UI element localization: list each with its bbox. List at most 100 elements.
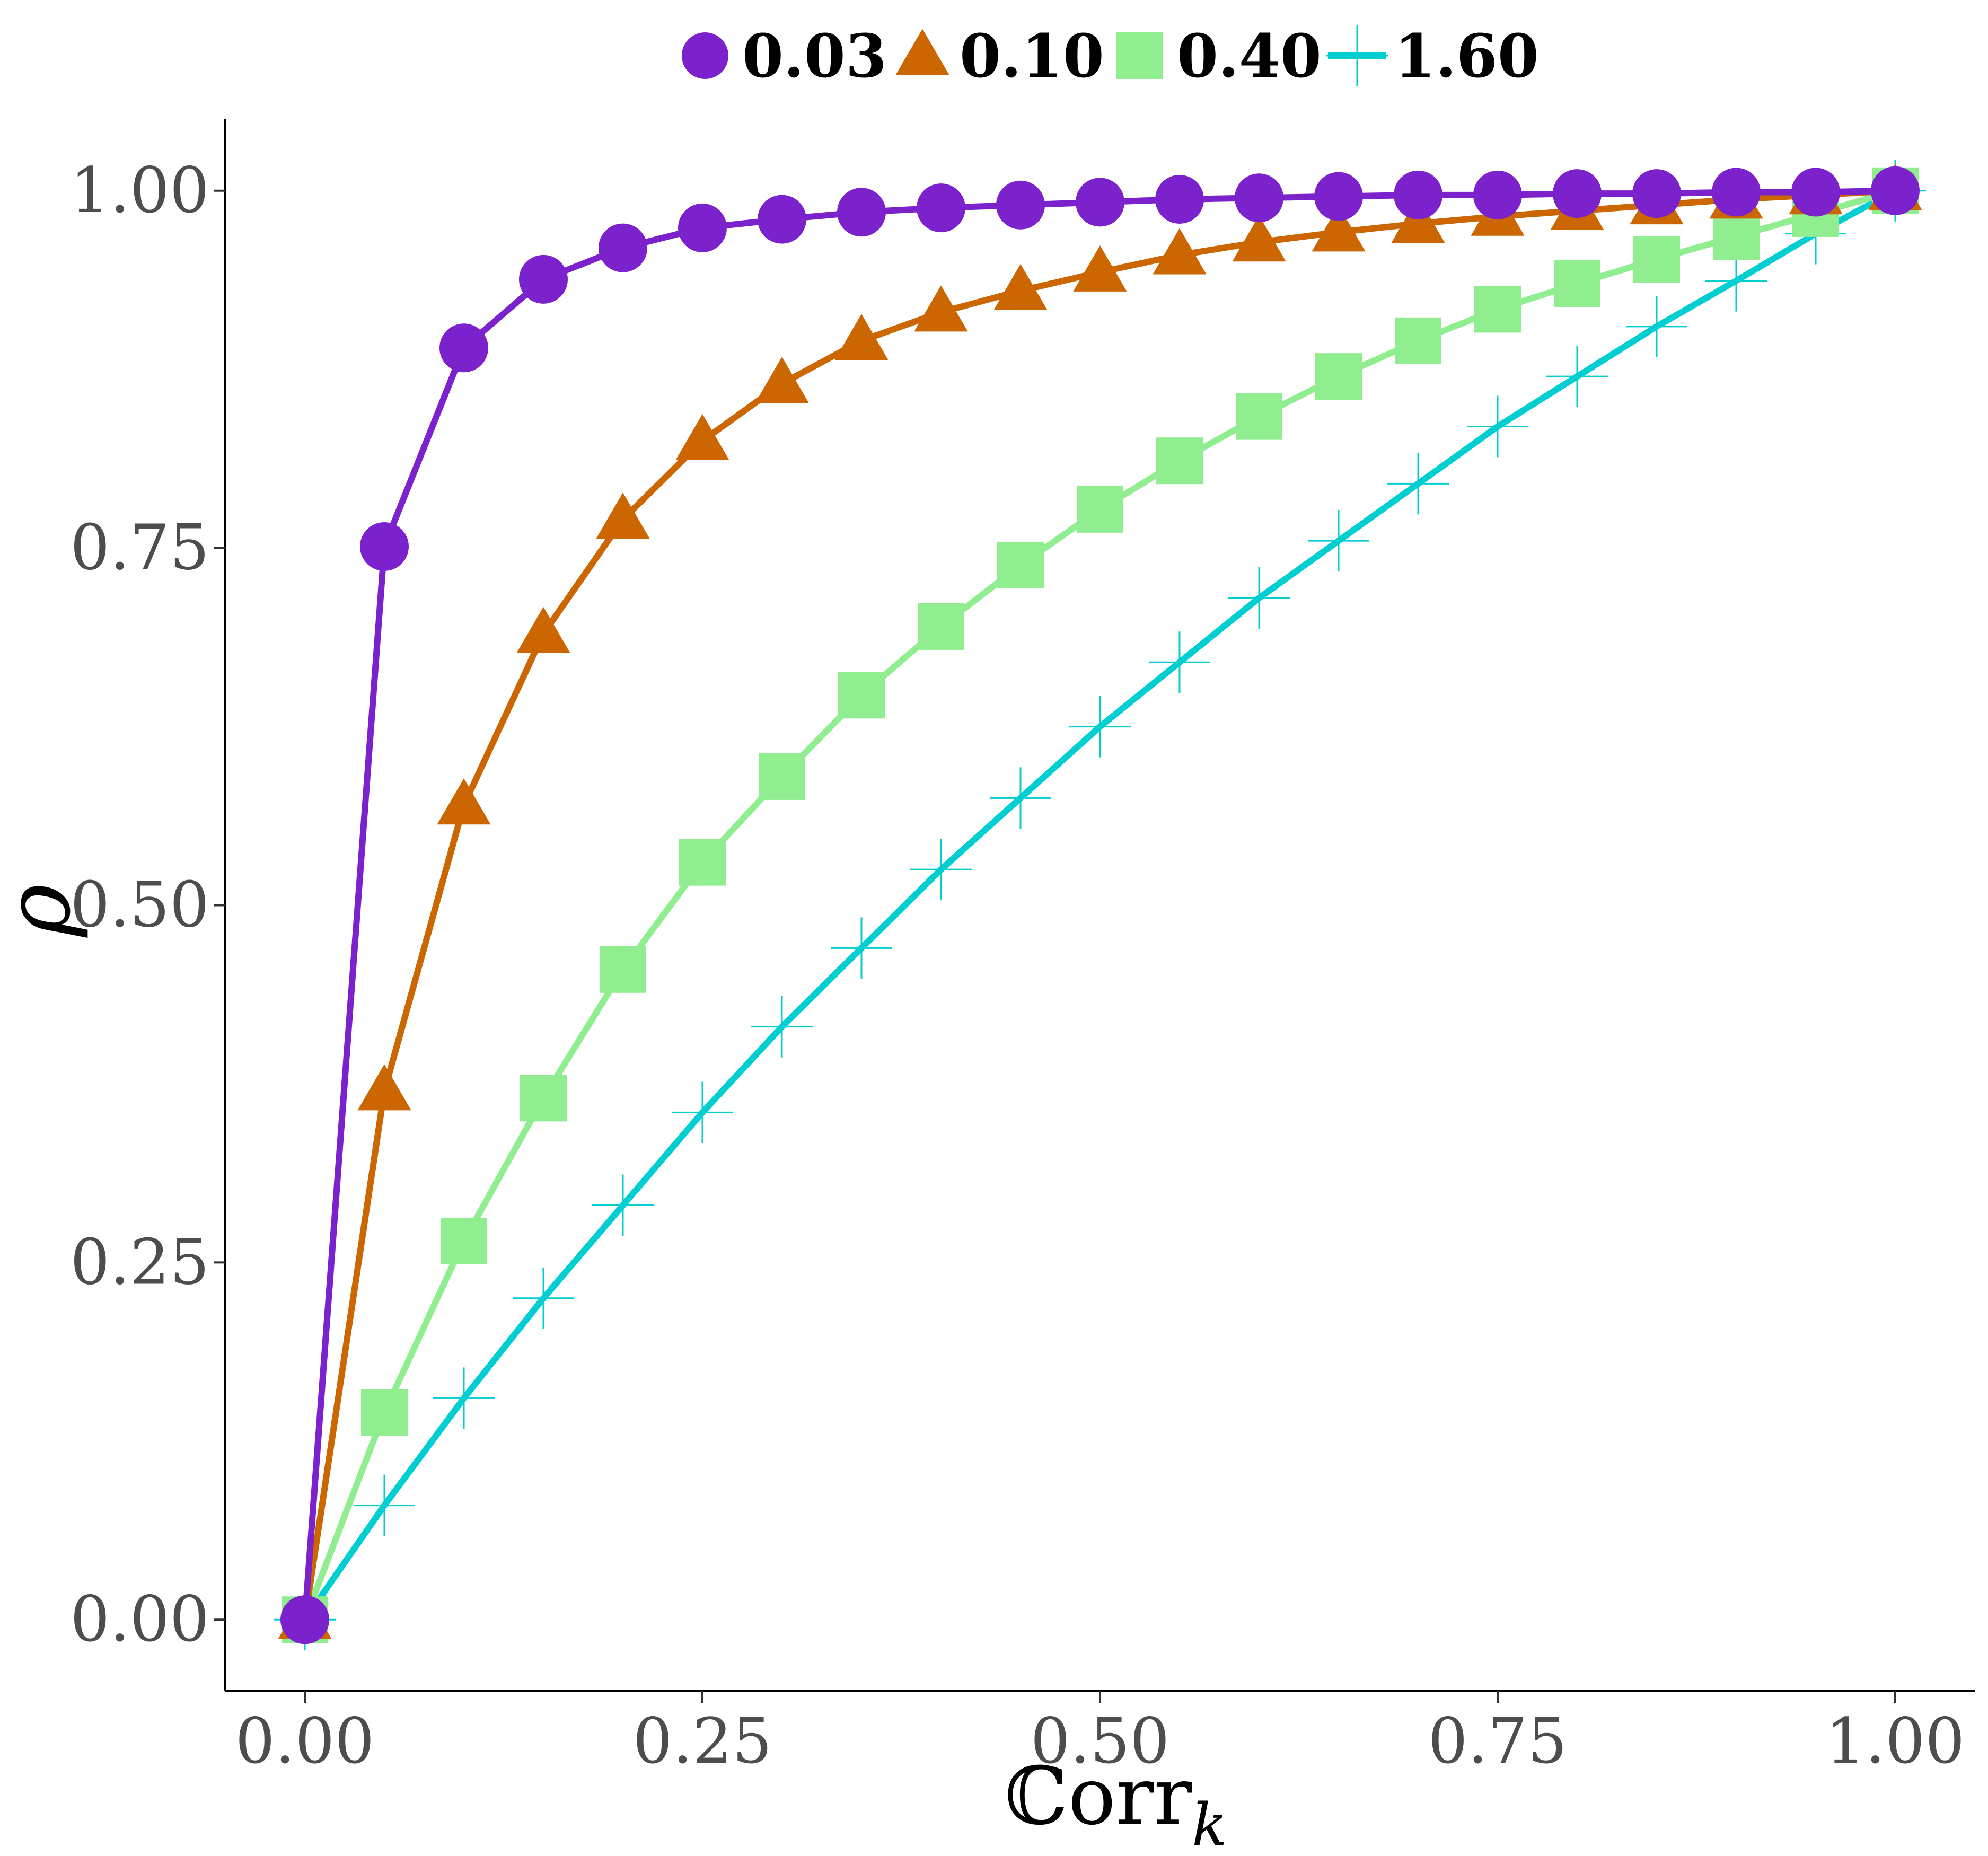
- y-tick-label: 0.50: [70, 868, 209, 942]
- data-point-triangle: [834, 314, 889, 360]
- x-tick-label: 0.25: [633, 1704, 772, 1778]
- data-point-cross: [990, 767, 1051, 829]
- legend-label: 0.10: [960, 22, 1104, 91]
- tick-labels: 0.00 0.25 0.50 0.75 1.00 0.00 0.25 0.50 0.75 1.00: [70, 154, 1965, 1778]
- data-point-circle: [1871, 166, 1920, 215]
- data-point-cross: [672, 1081, 733, 1143]
- data-point-triangle: [516, 606, 570, 653]
- data-point-square: [918, 603, 964, 650]
- x-tick-label: 1.00: [1826, 1704, 1965, 1778]
- data-point-square: [1077, 486, 1123, 533]
- legend-marker-square: [1116, 32, 1163, 79]
- data-point-triangle: [357, 1064, 411, 1111]
- data-point-circle: [1632, 169, 1681, 218]
- data-point-triangle: [596, 492, 650, 539]
- data-point-square: [679, 839, 726, 886]
- series-0-40: [282, 167, 1919, 1643]
- legend-label: 0.03: [742, 22, 887, 91]
- data-point-square: [520, 1075, 567, 1122]
- data-point-circle: [1235, 173, 1283, 223]
- data-point-cross: [1705, 250, 1767, 312]
- data-point-square: [1236, 393, 1282, 440]
- data-point-cross: [1387, 453, 1449, 515]
- data-point-square: [441, 1217, 487, 1264]
- data-point-circle: [360, 522, 409, 571]
- x-tick-label: 0.75: [1428, 1704, 1568, 1778]
- data-point-circle: [917, 183, 965, 233]
- data-point-circle: [1394, 170, 1442, 219]
- data-point-square: [1554, 260, 1600, 307]
- series-line: [302, 187, 1898, 1623]
- data-point-square: [997, 541, 1044, 588]
- legend-marker-circle: [682, 32, 728, 79]
- y-tick-label: 0.75: [70, 511, 209, 584]
- data-point-cross: [433, 1367, 495, 1429]
- data-point-circle: [1076, 178, 1124, 227]
- data-point-cross: [1228, 567, 1290, 629]
- data-point-triangle: [1232, 215, 1286, 262]
- y-tick-label: 0.25: [70, 1225, 209, 1298]
- x-tick-label: 0.00: [235, 1704, 375, 1778]
- series-line: [302, 187, 1898, 1623]
- legend: 0.03 0.10 0.40 1.60: [682, 22, 1539, 91]
- data-point-circle: [758, 195, 806, 244]
- data-point-square: [838, 672, 885, 719]
- data-point-triangle: [1391, 197, 1445, 243]
- data-point-square: [1156, 437, 1203, 485]
- data-point-cross: [513, 1267, 574, 1329]
- data-point-circle: [996, 180, 1045, 230]
- data-point-triangle: [914, 285, 968, 332]
- y-axis-title: ρ: [0, 884, 91, 938]
- data-point-cross: [1149, 631, 1210, 693]
- axes: [224, 119, 1975, 1692]
- data-point-cross: [1069, 696, 1131, 758]
- data-point-triangle: [993, 263, 1048, 310]
- series-1-60: [274, 160, 1926, 1651]
- data-point-square: [1395, 317, 1441, 364]
- data-point-square: [600, 946, 646, 993]
- y-tick-label: 1.00: [70, 154, 209, 227]
- data-point-square: [759, 753, 805, 800]
- data-point-circle: [1473, 170, 1522, 219]
- legend-item: 1.60: [1326, 22, 1539, 91]
- data-point-triangle: [1312, 205, 1366, 252]
- data-point-square: [1713, 213, 1760, 260]
- data-point-circle: [1791, 168, 1840, 217]
- data-point-square: [1633, 236, 1680, 283]
- data-point-triangle: [675, 414, 729, 460]
- data-point-cross: [1308, 510, 1369, 572]
- data-point-cross: [1546, 346, 1608, 408]
- legend-item: 0.10: [895, 22, 1104, 91]
- data-point-circle: [519, 254, 568, 304]
- x-axis-title: ℂorrk: [1005, 1751, 1227, 1856]
- data-point-circle: [1712, 168, 1761, 217]
- data-point-triangle: [1073, 245, 1127, 292]
- data-point-cross: [1626, 295, 1687, 357]
- series-0-03: [280, 166, 1920, 1644]
- series-line: [302, 187, 1898, 1623]
- data-point-circle: [439, 323, 488, 373]
- data-point-circle: [1155, 174, 1204, 224]
- data-point-cross: [592, 1174, 654, 1236]
- data-point-cross: [1467, 395, 1528, 458]
- data-point-triangle: [755, 357, 809, 403]
- x-axis-title-subscript: k: [1192, 1791, 1227, 1856]
- legend-label: 1.60: [1394, 22, 1539, 91]
- data-point-triangle: [1153, 228, 1207, 275]
- series-line: [302, 187, 1898, 1623]
- plot-series: [274, 160, 1926, 1651]
- y-tick-label: 0.00: [70, 1582, 209, 1656]
- data-point-circle: [1553, 169, 1602, 218]
- series-0-10: [278, 164, 1922, 1639]
- data-point-square: [1474, 286, 1521, 333]
- data-point-cross: [751, 996, 813, 1058]
- x-tick-label: 0.50: [1031, 1704, 1170, 1778]
- legend-item: 0.03: [682, 22, 887, 91]
- data-point-circle: [1314, 172, 1363, 221]
- legend-item: 0.40: [1116, 22, 1322, 91]
- legend-label: 0.40: [1177, 22, 1322, 91]
- data-point-square: [361, 1389, 408, 1436]
- data-point-square: [1315, 353, 1362, 400]
